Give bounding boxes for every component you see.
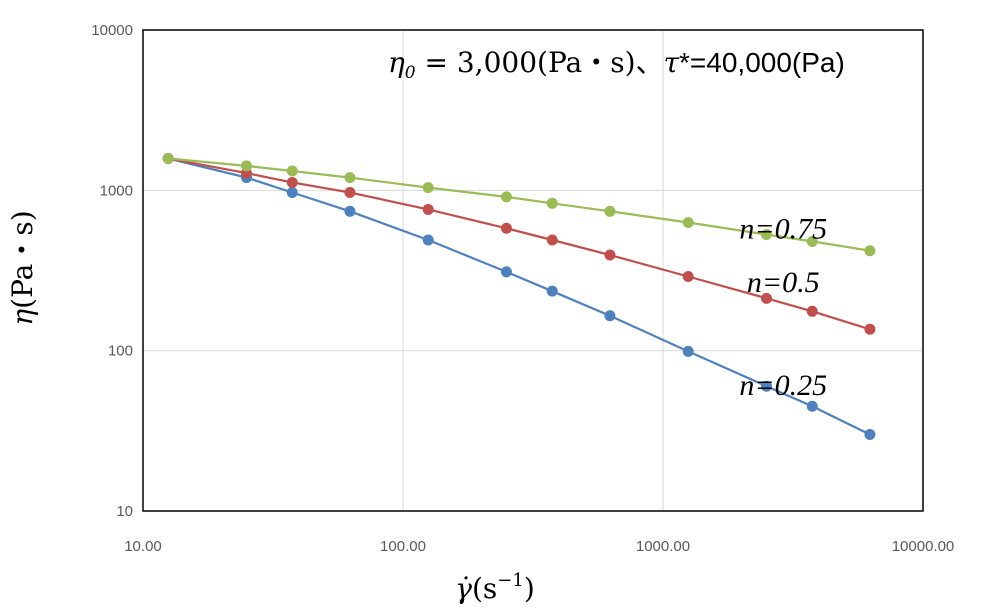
x-axis-symbol: γ̇ — [455, 572, 472, 605]
data-point — [546, 197, 558, 209]
data-point — [864, 323, 876, 335]
plot-area — [142, 29, 924, 512]
data-point — [760, 292, 772, 304]
y-tick-label: 100 — [108, 343, 133, 360]
series-label: n=0.25 — [739, 369, 827, 402]
x-tick-label: 1000.00 — [636, 538, 690, 555]
data-point — [546, 234, 558, 246]
y-tick-label: 10000 — [91, 22, 133, 39]
data-point — [500, 222, 512, 234]
x-axis-close: ) — [524, 572, 535, 605]
series-line — [167, 157, 871, 331]
series-line — [168, 157, 871, 252]
data-point — [604, 205, 616, 217]
y-axis-symbol: η — [6, 309, 39, 326]
x-axis-exponent: −1 — [497, 570, 524, 591]
eta0-symbol: η — [388, 46, 405, 79]
data-point — [162, 152, 174, 164]
data-point — [240, 160, 252, 172]
data-point — [864, 245, 876, 257]
data-point — [422, 182, 434, 194]
data-point — [500, 266, 512, 278]
data-point — [344, 205, 356, 217]
series-label: n=0.75 — [739, 213, 827, 246]
data-point — [806, 235, 818, 247]
data-point — [500, 191, 512, 203]
tau-value: *=40,000(Pa) — [679, 47, 845, 78]
series-labels: n=0.25 n=0.5 n=0.75 — [739, 213, 827, 402]
eta0-value: = 3,000(Pa・s)、 — [416, 46, 664, 79]
x-tick-label: 10000.00 — [892, 538, 955, 555]
data-point — [760, 229, 772, 241]
x-tick-label: 10.00 — [124, 538, 162, 555]
data-point — [286, 186, 298, 198]
data-point — [344, 172, 356, 184]
data-point — [604, 249, 616, 261]
data-point — [344, 186, 356, 198]
data-point — [682, 271, 694, 283]
y-tick-label: 10 — [116, 503, 133, 520]
series-line — [167, 157, 871, 436]
data-point — [760, 380, 772, 392]
x-axis-ticks: 10.00 100.00 1000.00 10000.00 — [124, 538, 954, 555]
x-axis-unit: (s — [472, 572, 497, 605]
data-point — [286, 165, 298, 177]
data-point — [422, 234, 434, 246]
data-point — [422, 203, 434, 215]
data-point — [604, 310, 616, 322]
data-point — [682, 217, 694, 229]
data-point — [546, 285, 558, 297]
tau-symbol: τ — [664, 46, 680, 79]
data-point — [806, 305, 818, 317]
data-point — [806, 400, 818, 412]
series-label: n=0.5 — [747, 266, 820, 299]
y-tick-label: 1000 — [100, 182, 133, 199]
y-axis-unit: (Pa・s) — [6, 210, 39, 309]
data-point — [286, 176, 298, 188]
x-axis-label: γ̇(s−1) — [455, 570, 535, 605]
grid — [143, 30, 923, 511]
eta0-subscript: 0 — [405, 63, 416, 83]
y-axis-ticks: 10 100 1000 10000 — [91, 22, 133, 520]
series-layer — [162, 152, 876, 441]
series-n=0.25 — [162, 152, 876, 441]
y-axis-label: η(Pa・s) — [6, 210, 39, 325]
data-point — [682, 345, 694, 357]
data-point — [864, 429, 876, 441]
x-tick-label: 100.00 — [380, 538, 426, 555]
parameter-annotation: η0 = 3,000(Pa・s)、τ*=40,000(Pa) — [388, 46, 845, 83]
series-n=0.75 — [162, 152, 876, 257]
